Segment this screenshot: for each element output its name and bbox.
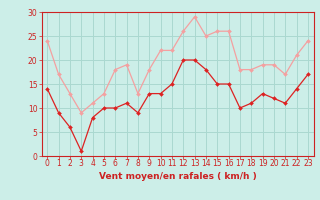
X-axis label: Vent moyen/en rafales ( km/h ): Vent moyen/en rafales ( km/h ) xyxy=(99,172,256,181)
